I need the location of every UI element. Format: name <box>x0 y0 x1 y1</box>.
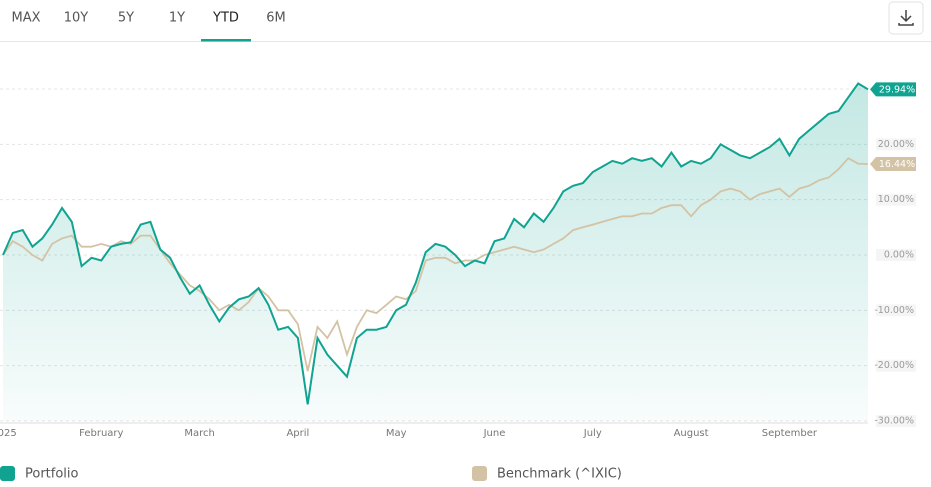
legend-swatch <box>0 466 15 481</box>
x-tick-label: April <box>286 428 309 439</box>
y-tick-label: -20.00% <box>874 360 914 371</box>
y-tick-bg <box>876 193 916 206</box>
legend-swatch <box>472 466 487 481</box>
series-line <box>2 82 869 405</box>
end-label: 29.94% <box>879 84 915 95</box>
y-tick-label: -10.00% <box>874 305 914 316</box>
y-tick-label: 0.00% <box>884 250 914 261</box>
x-tick-label: August <box>674 428 709 439</box>
tab[interactable]: 1Y <box>169 11 185 26</box>
series-line <box>2 157 869 372</box>
end-badge <box>870 82 916 97</box>
legend-label[interactable]: Portfolio <box>25 467 79 482</box>
y-tick-bg <box>876 304 916 317</box>
y-tick-bg <box>876 359 916 372</box>
x-tick-label: July <box>583 428 602 439</box>
y-tick-bg <box>876 249 916 261</box>
tab[interactable]: 6M <box>266 11 286 26</box>
tab[interactable]: YTD <box>212 11 239 26</box>
x-tick-label: February <box>79 428 123 439</box>
y-tick-bg <box>876 138 916 151</box>
y-tick-label: 10.00% <box>878 194 914 205</box>
y-tick-label: -30.00% <box>874 416 914 427</box>
tab[interactable]: 10Y <box>64 11 89 26</box>
x-tick-label: June <box>483 428 506 439</box>
x-tick-label: May <box>386 428 407 439</box>
tab[interactable]: 5Y <box>118 11 134 26</box>
y-tick-bg <box>876 415 916 427</box>
y-tick-label: 20.00% <box>878 139 914 150</box>
end-badge <box>870 157 916 172</box>
download-icon <box>898 10 914 26</box>
area <box>3 83 868 421</box>
x-tick-label: September <box>762 428 818 439</box>
x-tick-label: 2025 <box>0 428 17 439</box>
end-label: 16.44% <box>879 159 915 170</box>
legend-label[interactable]: Benchmark (^IXIC) <box>497 467 622 482</box>
active-tab-underline <box>201 39 251 42</box>
x-tick-label: March <box>184 428 214 439</box>
tab[interactable]: MAX <box>11 11 40 26</box>
